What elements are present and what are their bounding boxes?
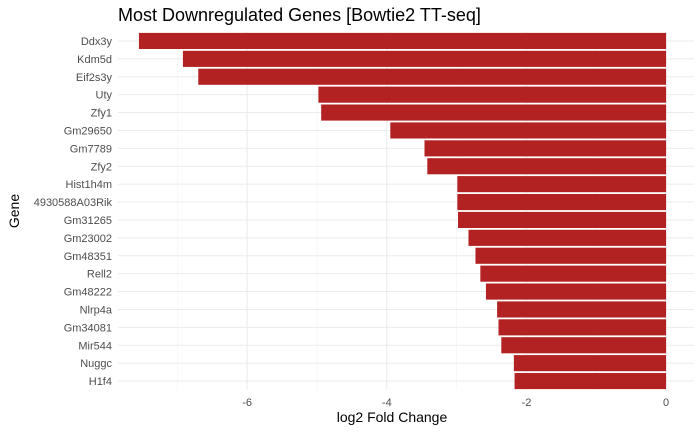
x-axis-title: log2 Fold Change bbox=[337, 409, 448, 425]
x-tick-label: 0 bbox=[663, 397, 669, 409]
x-tick-label: -4 bbox=[382, 397, 392, 409]
y-tick-label: Hist1h4m bbox=[66, 179, 112, 191]
y-tick-label: Gm7789 bbox=[70, 143, 112, 155]
bar-Gm23002 bbox=[468, 229, 667, 246]
y-tick-label: H1f4 bbox=[89, 376, 112, 388]
bar-H1f4 bbox=[514, 372, 667, 390]
bar-Rell2 bbox=[480, 265, 667, 282]
bar-Gm48351 bbox=[475, 247, 667, 264]
y-tick-label: Uty bbox=[96, 90, 113, 102]
y-tick-label: Gm29650 bbox=[64, 125, 112, 137]
y-tick-label: Zfy1 bbox=[91, 108, 112, 120]
bar-4930588A03Rik bbox=[457, 193, 667, 211]
bars bbox=[138, 32, 667, 390]
bar-Gm48222 bbox=[485, 283, 667, 300]
bar-Zfy2 bbox=[427, 158, 667, 175]
y-tick-label: Gm48222 bbox=[64, 287, 112, 299]
y-tick-label: Nlrp4a bbox=[80, 304, 113, 316]
bar-Gm31265 bbox=[458, 211, 667, 229]
y-tick-label: Kdm5d bbox=[77, 54, 112, 66]
y-tick-label: Gm23002 bbox=[64, 233, 112, 245]
y-tick-label: Gm31265 bbox=[64, 215, 112, 227]
bar-Nlrp4a bbox=[497, 301, 667, 318]
bar-Mir544 bbox=[501, 337, 667, 354]
y-tick-label: Mir544 bbox=[78, 340, 112, 352]
x-tick-label: -2 bbox=[522, 397, 532, 409]
bar-Nuggc bbox=[513, 355, 667, 372]
y-tick-label: Gm34081 bbox=[64, 322, 112, 334]
chart-title: Most Downregulated Genes [Bowtie2 TT-seq… bbox=[118, 5, 481, 25]
bar-Kdm5d bbox=[182, 50, 667, 67]
y-tick-label: Ddx3y bbox=[81, 36, 113, 48]
y-tick-label: Nuggc bbox=[80, 358, 112, 370]
bar-Gm29650 bbox=[390, 122, 667, 139]
x-axis-tick-labels: -6 -4 -2 0 bbox=[242, 397, 669, 409]
y-axis-tick-labels: Ddx3y Kdm5d Eif2s3y Uty Zfy1 Gm29650 Gm7789 Zfy… bbox=[34, 36, 113, 388]
y-tick-label: Zfy2 bbox=[91, 161, 112, 173]
bar-Zfy1 bbox=[321, 104, 667, 121]
bar-Eif2s3y bbox=[198, 68, 667, 85]
bar-Gm34081 bbox=[498, 319, 667, 336]
y-axis-title: Gene bbox=[6, 194, 22, 228]
bar-Gm7789 bbox=[424, 140, 667, 157]
x-tick-label: -6 bbox=[242, 397, 252, 409]
y-tick-label: Rell2 bbox=[87, 269, 112, 281]
y-tick-label: Gm48351 bbox=[64, 251, 112, 263]
bar-Hist1h4m bbox=[457, 176, 667, 193]
bar-Uty bbox=[318, 86, 667, 103]
y-tick-label: 4930588A03Rik bbox=[34, 197, 113, 209]
gridlines bbox=[118, 32, 694, 390]
bar-Ddx3y bbox=[138, 32, 667, 50]
y-tick-label: Eif2s3y bbox=[76, 72, 113, 84]
